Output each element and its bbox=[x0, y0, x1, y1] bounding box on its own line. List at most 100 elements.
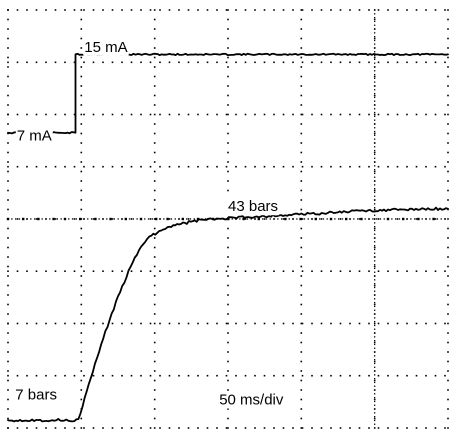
grid-dot bbox=[80, 351, 83, 353]
grid-dot bbox=[374, 47, 376, 49]
grid-dot bbox=[153, 47, 156, 49]
grid-dot bbox=[22, 217, 25, 221]
grid-dot bbox=[374, 195, 376, 197]
grid-dot bbox=[281, 218, 283, 220]
grid-dot bbox=[7, 408, 9, 410]
grid-dot bbox=[374, 385, 376, 387]
grid-dot bbox=[92, 113, 95, 116]
grid-dot bbox=[153, 332, 156, 334]
grid-dot bbox=[227, 56, 229, 59]
grid-dot bbox=[374, 332, 376, 334]
grid-dot bbox=[121, 322, 123, 325]
grid-dot bbox=[159, 61, 161, 64]
grid-dot bbox=[447, 389, 449, 391]
grid-dot bbox=[102, 270, 104, 272]
grid-dot bbox=[273, 427, 275, 429]
grid-dot bbox=[168, 113, 171, 116]
grid-dot bbox=[80, 341, 83, 344]
grid-dot bbox=[447, 284, 449, 287]
grid-dot bbox=[35, 270, 38, 272]
grid-dot bbox=[374, 237, 376, 239]
grid-dot bbox=[300, 199, 303, 201]
grid-dot bbox=[447, 294, 449, 296]
grid-dot bbox=[80, 360, 83, 363]
grid-dot bbox=[153, 417, 156, 420]
grid-dot bbox=[374, 359, 376, 361]
grid-dot bbox=[153, 379, 156, 382]
grid-dot bbox=[417, 217, 420, 221]
grid-dot bbox=[311, 113, 313, 116]
grid-dot bbox=[206, 9, 209, 11]
grid-dot bbox=[227, 227, 229, 230]
grid-dot bbox=[166, 217, 169, 221]
grid-dot bbox=[187, 113, 190, 116]
grid-dot bbox=[216, 270, 218, 272]
grid-dot bbox=[320, 165, 323, 168]
grid-dot bbox=[396, 165, 399, 168]
grid-dot bbox=[140, 270, 142, 272]
grid-dot bbox=[373, 322, 376, 325]
grid-dot bbox=[406, 165, 408, 168]
grid-dot bbox=[80, 142, 83, 144]
grid-dot bbox=[153, 199, 156, 201]
grid-dot bbox=[300, 417, 303, 420]
grid-dot bbox=[425, 165, 427, 168]
grid-dot bbox=[374, 423, 376, 425]
grid-dot bbox=[374, 298, 376, 300]
grid-dot bbox=[358, 9, 361, 11]
grid-dot bbox=[299, 217, 302, 221]
grid-dot bbox=[374, 85, 376, 87]
grid-dot bbox=[273, 218, 275, 220]
grid-dot bbox=[373, 427, 376, 429]
grid-dot bbox=[374, 328, 376, 330]
grid-dot bbox=[300, 180, 303, 182]
grid-dot bbox=[121, 218, 123, 220]
grid-dot bbox=[187, 270, 190, 272]
grid-dot bbox=[447, 218, 449, 220]
grid-dot bbox=[227, 284, 229, 287]
grid-dot bbox=[374, 172, 376, 175]
grid-dot bbox=[396, 9, 399, 11]
grid-dot bbox=[282, 61, 285, 64]
label-7ma: 7 mA bbox=[17, 128, 52, 145]
grid-dot bbox=[153, 408, 156, 410]
grid-dot bbox=[339, 322, 342, 325]
grid-dot bbox=[235, 427, 237, 429]
grid-dot bbox=[374, 321, 376, 323]
grid-dot bbox=[30, 218, 32, 220]
grid-dot bbox=[189, 218, 192, 220]
grid-dot bbox=[227, 151, 229, 154]
grid-dot bbox=[425, 61, 427, 64]
grid-dot bbox=[387, 165, 389, 168]
grid-dot bbox=[300, 294, 303, 296]
grid-dot bbox=[35, 165, 38, 168]
grid-dot bbox=[197, 61, 199, 64]
grid-dot bbox=[447, 28, 449, 30]
grid-dot bbox=[406, 61, 408, 64]
grid-dot bbox=[153, 9, 156, 11]
grid-dot bbox=[64, 322, 66, 325]
grid-dot bbox=[244, 374, 247, 377]
grid-dot bbox=[56, 218, 58, 220]
grid-dot bbox=[227, 180, 229, 182]
grid-dot bbox=[80, 132, 83, 135]
grid-dot bbox=[374, 142, 376, 144]
grid-dot bbox=[300, 142, 303, 144]
grid-dot bbox=[227, 104, 229, 106]
grid-dot bbox=[368, 427, 370, 429]
grid-dot bbox=[330, 322, 332, 325]
grid-dot bbox=[434, 165, 437, 168]
grid-dot bbox=[170, 218, 173, 220]
grid-dot bbox=[292, 61, 294, 64]
grid-dot bbox=[159, 113, 161, 116]
grid-dot bbox=[80, 66, 83, 68]
grid-dot bbox=[153, 256, 156, 258]
grid-dot bbox=[34, 218, 36, 220]
grid-dot bbox=[7, 374, 9, 377]
grid-dot bbox=[436, 218, 439, 220]
grid-dot bbox=[447, 47, 449, 49]
grid-dot bbox=[7, 332, 9, 334]
grid-dot bbox=[374, 92, 376, 95]
grid-dot bbox=[153, 208, 156, 211]
grid-dot bbox=[16, 322, 19, 325]
